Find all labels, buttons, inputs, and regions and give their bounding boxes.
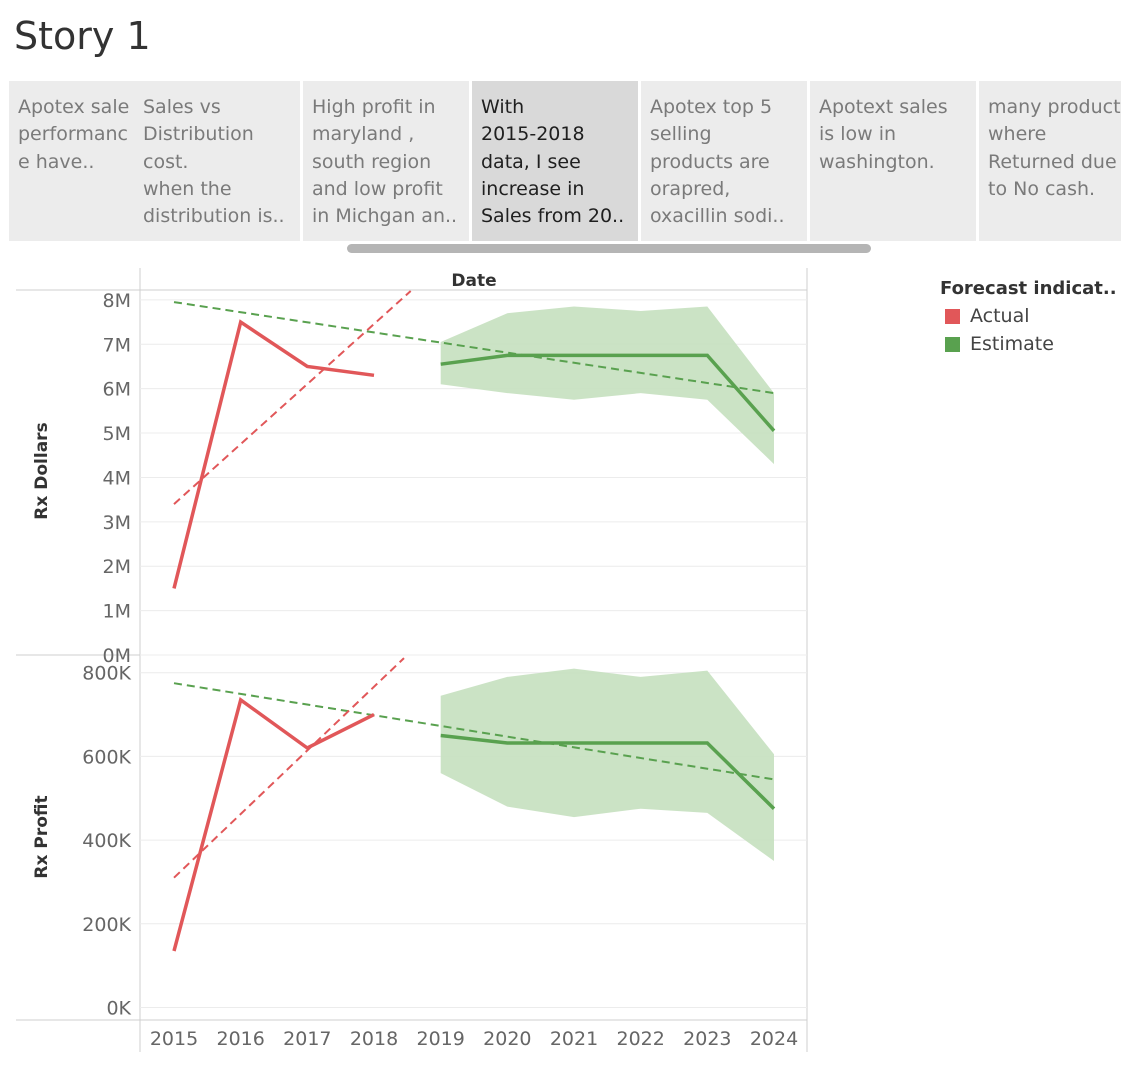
y-tick-label-0M: 0M: [103, 645, 131, 667]
story-title: Story 1: [14, 14, 151, 58]
y-tick-label-5M: 5M: [103, 423, 131, 445]
story-point-4[interactable]: With 2015-2018 data, I see increase in S…: [472, 81, 638, 241]
x-axis-ticks: 2015 2016 2017 2018 2019 2020 2021 2022 2023 2024: [150, 1028, 798, 1050]
legend-item-estimate[interactable]: Estimate: [940, 330, 1117, 358]
x-tick-label-2017: 2017: [283, 1028, 331, 1050]
column-header-date: Date: [451, 271, 496, 291]
x-tick-label-2018: 2018: [350, 1028, 398, 1050]
y-axis-label-rx-dollars: Rx Dollars: [32, 422, 52, 519]
actual-series-line: [172, 319, 375, 589]
x-tick-label-2022: 2022: [616, 1028, 664, 1050]
x-tick-label-2019: 2019: [416, 1028, 464, 1050]
estimate-series-line: [440, 733, 776, 810]
legend-label-estimate: Estimate: [970, 333, 1054, 355]
y-tick-label-800K: 800K: [82, 663, 131, 685]
y-tick-label-200K: 200K: [82, 914, 131, 936]
y-tick-label-7M: 7M: [103, 334, 131, 356]
actual-swatch: [945, 308, 960, 324]
story-point-5[interactable]: Apotex top 5 selling products are orapre…: [641, 81, 807, 241]
forecast-legend: Forecast indicat.. Actual Estimate: [940, 278, 1117, 358]
estimate-trend-line: [173, 682, 775, 781]
y-axis-label-rx-profit: Rx Profit: [32, 795, 52, 878]
y-tick-label-1M: 1M: [103, 601, 131, 623]
story-point-7[interactable]: many product where Returned due to No ca…: [979, 81, 1121, 241]
actual-series-line: [172, 696, 375, 952]
legend-label-actual: Actual: [970, 305, 1030, 327]
estimate-swatch: [945, 336, 960, 352]
x-tick-label-2015: 2015: [150, 1028, 198, 1050]
forecast-prediction-band: [440, 668, 774, 861]
story-point-2[interactable]: Sales vs Distribution cost. when the dis…: [134, 81, 300, 241]
y-tick-label-600K: 600K: [82, 746, 131, 768]
story-navigator-scrollbar[interactable]: [347, 244, 871, 253]
y-tick-label-8M: 8M: [103, 290, 131, 312]
y-tick-label-2M: 2M: [103, 556, 131, 578]
actual-trend-line: [173, 657, 405, 879]
actual-trend-line: [173, 290, 412, 505]
y-tick-label-4M: 4M: [103, 467, 131, 489]
estimate-series-line: [440, 353, 776, 432]
y-tick-label-3M: 3M: [103, 512, 131, 534]
x-tick-label-2021: 2021: [550, 1028, 598, 1050]
story-navigator: Apotex sale performanc e have.. Sales vs…: [9, 81, 1121, 241]
y-tick-label-400K: 400K: [82, 830, 131, 852]
x-tick-label-2024: 2024: [750, 1028, 798, 1050]
legend-title: Forecast indicat..: [940, 278, 1117, 299]
story-point-3[interactable]: High profit in maryland , south region a…: [303, 81, 469, 241]
x-tick-label-2023: 2023: [683, 1028, 731, 1050]
legend-item-actual[interactable]: Actual: [940, 302, 1117, 330]
story-point-6[interactable]: Apotext sales is low in washington.: [810, 81, 976, 241]
y-tick-label-0K: 0K: [106, 997, 131, 1019]
forecast-prediction-band: [440, 306, 774, 465]
x-tick-label-2020: 2020: [483, 1028, 531, 1050]
y-tick-label-6M: 6M: [103, 379, 131, 401]
estimate-trend-line: [173, 301, 775, 395]
x-tick-label-2016: 2016: [216, 1028, 264, 1050]
rx-dollars-panel: 0M 1M 2M 3M 4M 5M 6M 7M 8M: [103, 290, 807, 667]
rx-profit-panel: 0K 200K 400K 600K 800K: [82, 657, 807, 1019]
